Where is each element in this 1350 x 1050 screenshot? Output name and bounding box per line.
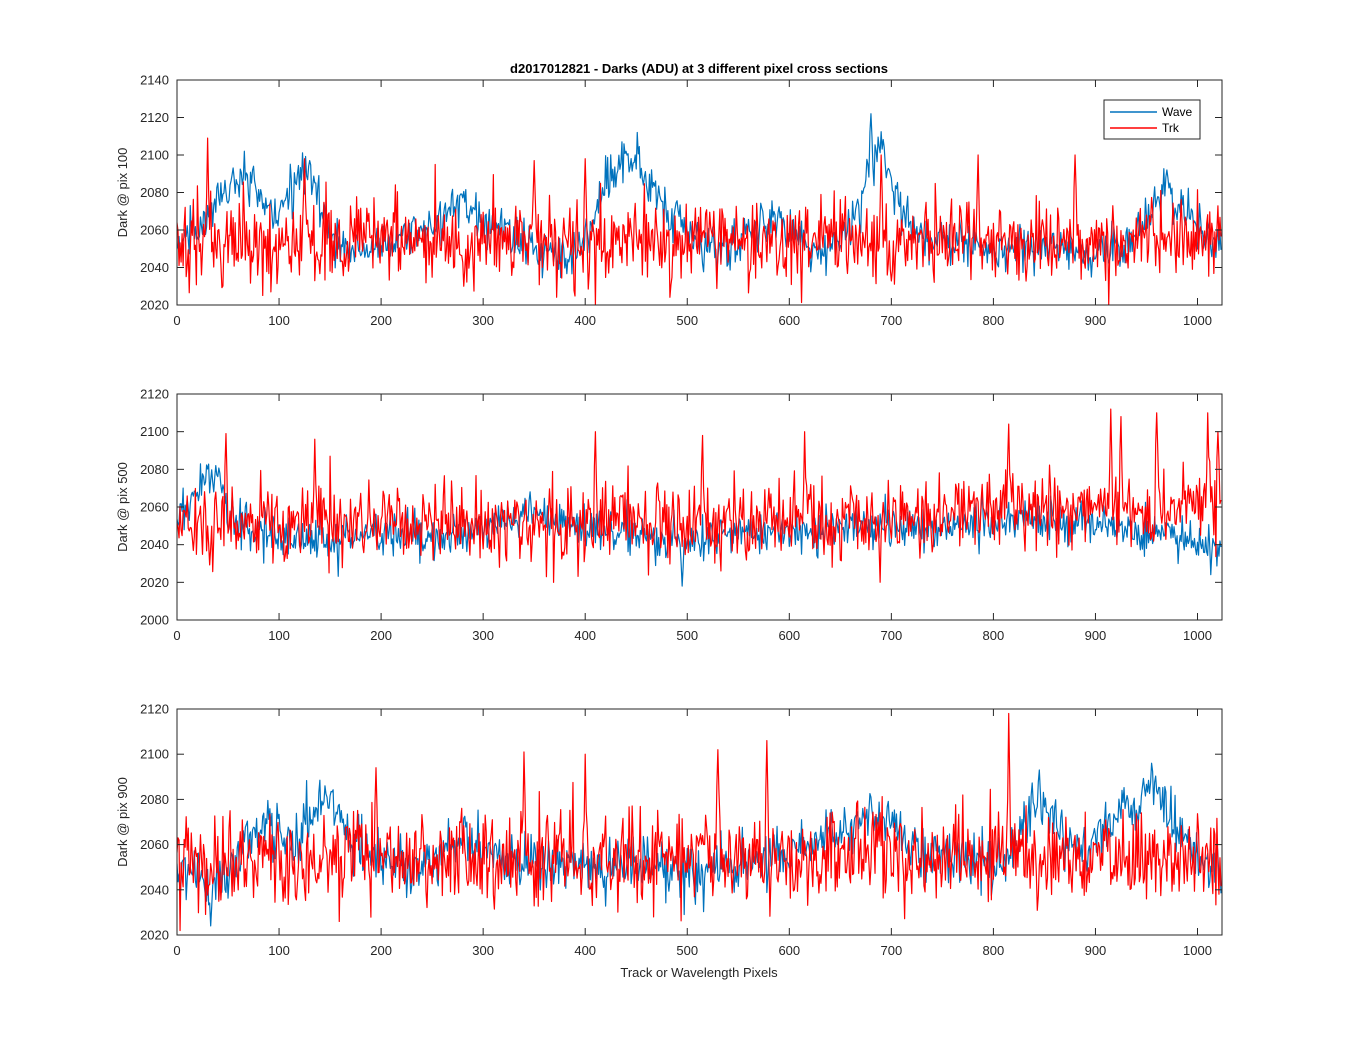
y-tick-label: 2040 — [140, 882, 169, 897]
x-tick-label: 0 — [173, 313, 180, 328]
axes-box-panel-3 — [176, 708, 1223, 936]
x-tick-label: 600 — [778, 628, 800, 643]
figure-title: d2017012821 - Darks (ADU) at 3 different… — [510, 61, 888, 76]
x-tick-label: 300 — [472, 628, 494, 643]
y-tick-label: 2060 — [140, 223, 169, 238]
x-tick-label: 500 — [676, 943, 698, 958]
axes-panel-1: 0 100 200 300 400 500 600 700 800 900 1000 2020 2040… — [115, 73, 1223, 328]
x-tick-label: 100 — [268, 313, 290, 328]
x-tick-label: 600 — [778, 943, 800, 958]
x-tick-label: 700 — [881, 943, 903, 958]
x-tick-label: 800 — [983, 943, 1005, 958]
x-tick-label: 300 — [472, 943, 494, 958]
x-tick-label: 900 — [1085, 313, 1107, 328]
x-tick-label: 700 — [881, 628, 903, 643]
y-tick-label: 2100 — [140, 747, 169, 762]
series-line-trk-panel-3 — [177, 712, 1222, 932]
x-tick-label: 700 — [881, 313, 903, 328]
y-tick-label: 2080 — [140, 185, 169, 200]
y-tick-label: 2020 — [140, 928, 169, 943]
x-tick-label: 500 — [676, 628, 698, 643]
x-tick-label: 200 — [370, 628, 392, 643]
x-tick-label: 400 — [574, 628, 596, 643]
x-axis-label: Track or Wavelength Pixels — [620, 965, 778, 980]
x-tick-label: 1000 — [1183, 628, 1212, 643]
y-tick-label: 2040 — [140, 537, 169, 552]
y-axis-label-panel-2: Dark @ pix 500 — [115, 462, 130, 552]
y-axis-label-panel-1: Dark @ pix 100 — [115, 148, 130, 238]
x-tick-label: 200 — [370, 313, 392, 328]
x-tick-label: 200 — [370, 943, 392, 958]
x-tick-label: 800 — [983, 313, 1005, 328]
y-tick-label: 2080 — [140, 792, 169, 807]
y-tick-label: 2080 — [140, 462, 169, 477]
x-tick-label: 900 — [1085, 628, 1107, 643]
legend-box — [1103, 99, 1201, 140]
legend-label-trk: Trk — [1162, 121, 1180, 135]
x-tick-label: 1000 — [1183, 313, 1212, 328]
x-tick-label: 800 — [983, 628, 1005, 643]
y-tick-label: 2140 — [140, 73, 169, 88]
y-tick-label: 2120 — [140, 110, 169, 125]
series-line-trk-panel-1 — [177, 137, 1222, 305]
y-tick-label: 2020 — [140, 575, 169, 590]
y-axis-label-panel-3: Dark @ pix 900 — [115, 777, 130, 867]
x-tick-label: 400 — [574, 943, 596, 958]
x-tick-label: 400 — [574, 313, 596, 328]
y-tick-label: 2100 — [140, 424, 169, 439]
y-tick-label: 2120 — [140, 702, 169, 717]
axes-panel-2: 0 100 200 300 400 500 600 700 800 900 1000 2000 2020… — [115, 387, 1223, 643]
x-tick-label: 300 — [472, 313, 494, 328]
y-tick-label: 2060 — [140, 837, 169, 852]
x-tick-label: 900 — [1085, 943, 1107, 958]
axes-group: 0 100 200 300 400 500 600 700 800 900 100020202040… — [115, 73, 1223, 958]
x-tick-label: 0 — [173, 628, 180, 643]
y-tick-label: 2020 — [140, 298, 169, 313]
axes-panel-3: 0 100 200 300 400 500 600 700 800 900 1000 2020 2040… — [115, 702, 1223, 958]
y-tick-label: 2000 — [140, 613, 169, 628]
x-tick-label: 0 — [173, 943, 180, 958]
x-tick-label: 1000 — [1183, 943, 1212, 958]
x-tick-label: 500 — [676, 313, 698, 328]
y-tick-label: 2040 — [140, 260, 169, 275]
x-tick-label: 100 — [268, 943, 290, 958]
x-tick-label: 600 — [778, 313, 800, 328]
y-tick-label: 2120 — [140, 387, 169, 402]
legend: Wave Trk — [1103, 99, 1201, 140]
y-tick-label: 2100 — [140, 148, 169, 163]
legend-label-wave: Wave — [1162, 105, 1193, 119]
y-tick-label: 2060 — [140, 500, 169, 515]
x-tick-label: 100 — [268, 628, 290, 643]
series-line-trk-panel-2 — [177, 408, 1222, 583]
